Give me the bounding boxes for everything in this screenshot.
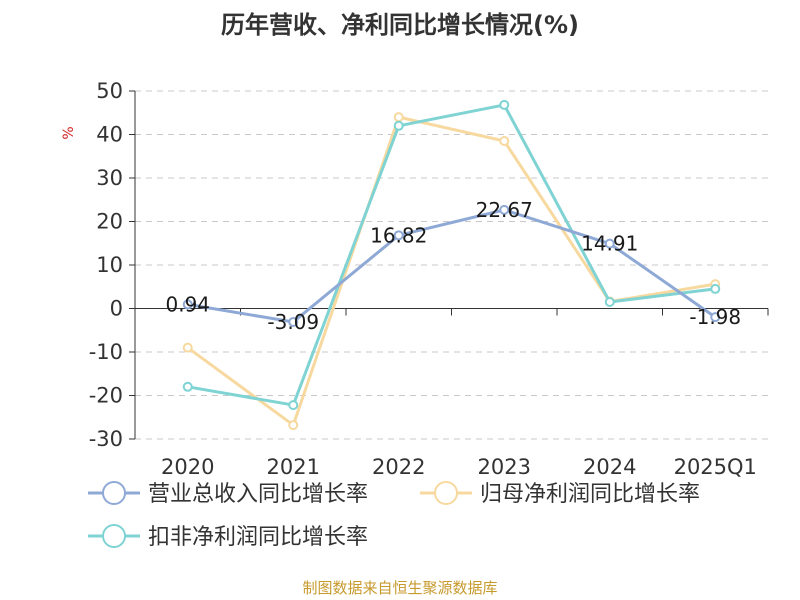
data-point: [710, 312, 721, 323]
series-2: [182, 112, 721, 431]
legend-swatch-marker: [102, 524, 126, 548]
data-point: [393, 230, 404, 241]
data-point: [182, 381, 193, 392]
legend-label: 扣非净利润同比增长率: [148, 525, 368, 550]
legend-label: 营业总收入同比增长率: [148, 482, 368, 507]
axes: -30 -20 -10 0 10 20 30 40 50 2020 2021 2022 2023 2024…: [89, 79, 769, 479]
data-point: [499, 204, 510, 215]
y-tick-label: 40: [96, 123, 123, 147]
data-point: [499, 136, 510, 147]
data-point: [288, 400, 299, 411]
data-label: 0.94: [165, 292, 210, 316]
x-tick-label: 2020: [161, 455, 214, 479]
data-point: [710, 283, 721, 294]
x-tick-label: 2023: [478, 455, 531, 479]
series-line: [187, 103, 716, 407]
series-layer: 0.94 -3.09 16.82 22.67 14.91 -1.98: [165, 99, 741, 431]
data-point: [393, 112, 404, 123]
data-point: [393, 120, 404, 131]
data-label: 14.91: [581, 232, 638, 256]
series-3: [182, 99, 721, 411]
legend-swatch-marker: [434, 481, 458, 505]
data-label: -1.98: [689, 305, 741, 329]
y-tick-label: 30: [96, 166, 123, 190]
y-tick-label: -10: [89, 340, 123, 364]
data-point: [604, 238, 615, 249]
data-point: [604, 296, 615, 307]
x-tick-label: 2025Q1: [674, 455, 757, 479]
x-tick-label: 2022: [372, 455, 425, 479]
data-point: [182, 342, 193, 353]
y-tick-label: 0: [110, 297, 123, 321]
y-axis-unit-label: %: [61, 126, 77, 139]
y-tick-label: -20: [89, 384, 123, 408]
source-note: 制图数据来自恒生聚源数据库: [302, 579, 497, 597]
y-tick-label: -30: [89, 427, 123, 451]
data-point: [499, 99, 510, 110]
data-label: 22.67: [476, 198, 533, 222]
y-tick-label: 10: [96, 253, 123, 277]
data-label: 16.82: [370, 223, 427, 247]
series-line: [186, 115, 716, 427]
x-tick-label: 2021: [267, 455, 320, 479]
legend-swatch-marker: [102, 481, 126, 505]
gridlines: [135, 90, 768, 440]
data-point: [182, 299, 193, 310]
series-line: [187, 208, 717, 324]
legend-item[interactable]: 归母净利润同比增长率: [420, 481, 700, 507]
legend-item[interactable]: 扣非净利润同比增长率: [88, 524, 368, 550]
data-point: [288, 316, 299, 327]
y-tick-label: 50: [96, 79, 123, 103]
chart-title: 历年营收、净利同比增长情况(%): [221, 11, 579, 39]
series-1: 0.94 -3.09 16.82 22.67 14.91 -1.98: [165, 198, 741, 334]
data-label: -3.09: [267, 310, 319, 334]
data-point: [288, 420, 299, 431]
y-tick-label: 20: [96, 210, 123, 234]
legend-item[interactable]: 营业总收入同比增长率: [88, 481, 368, 507]
x-tick-label: 2024: [583, 455, 636, 479]
legend-label: 归母净利润同比增长率: [480, 482, 700, 507]
